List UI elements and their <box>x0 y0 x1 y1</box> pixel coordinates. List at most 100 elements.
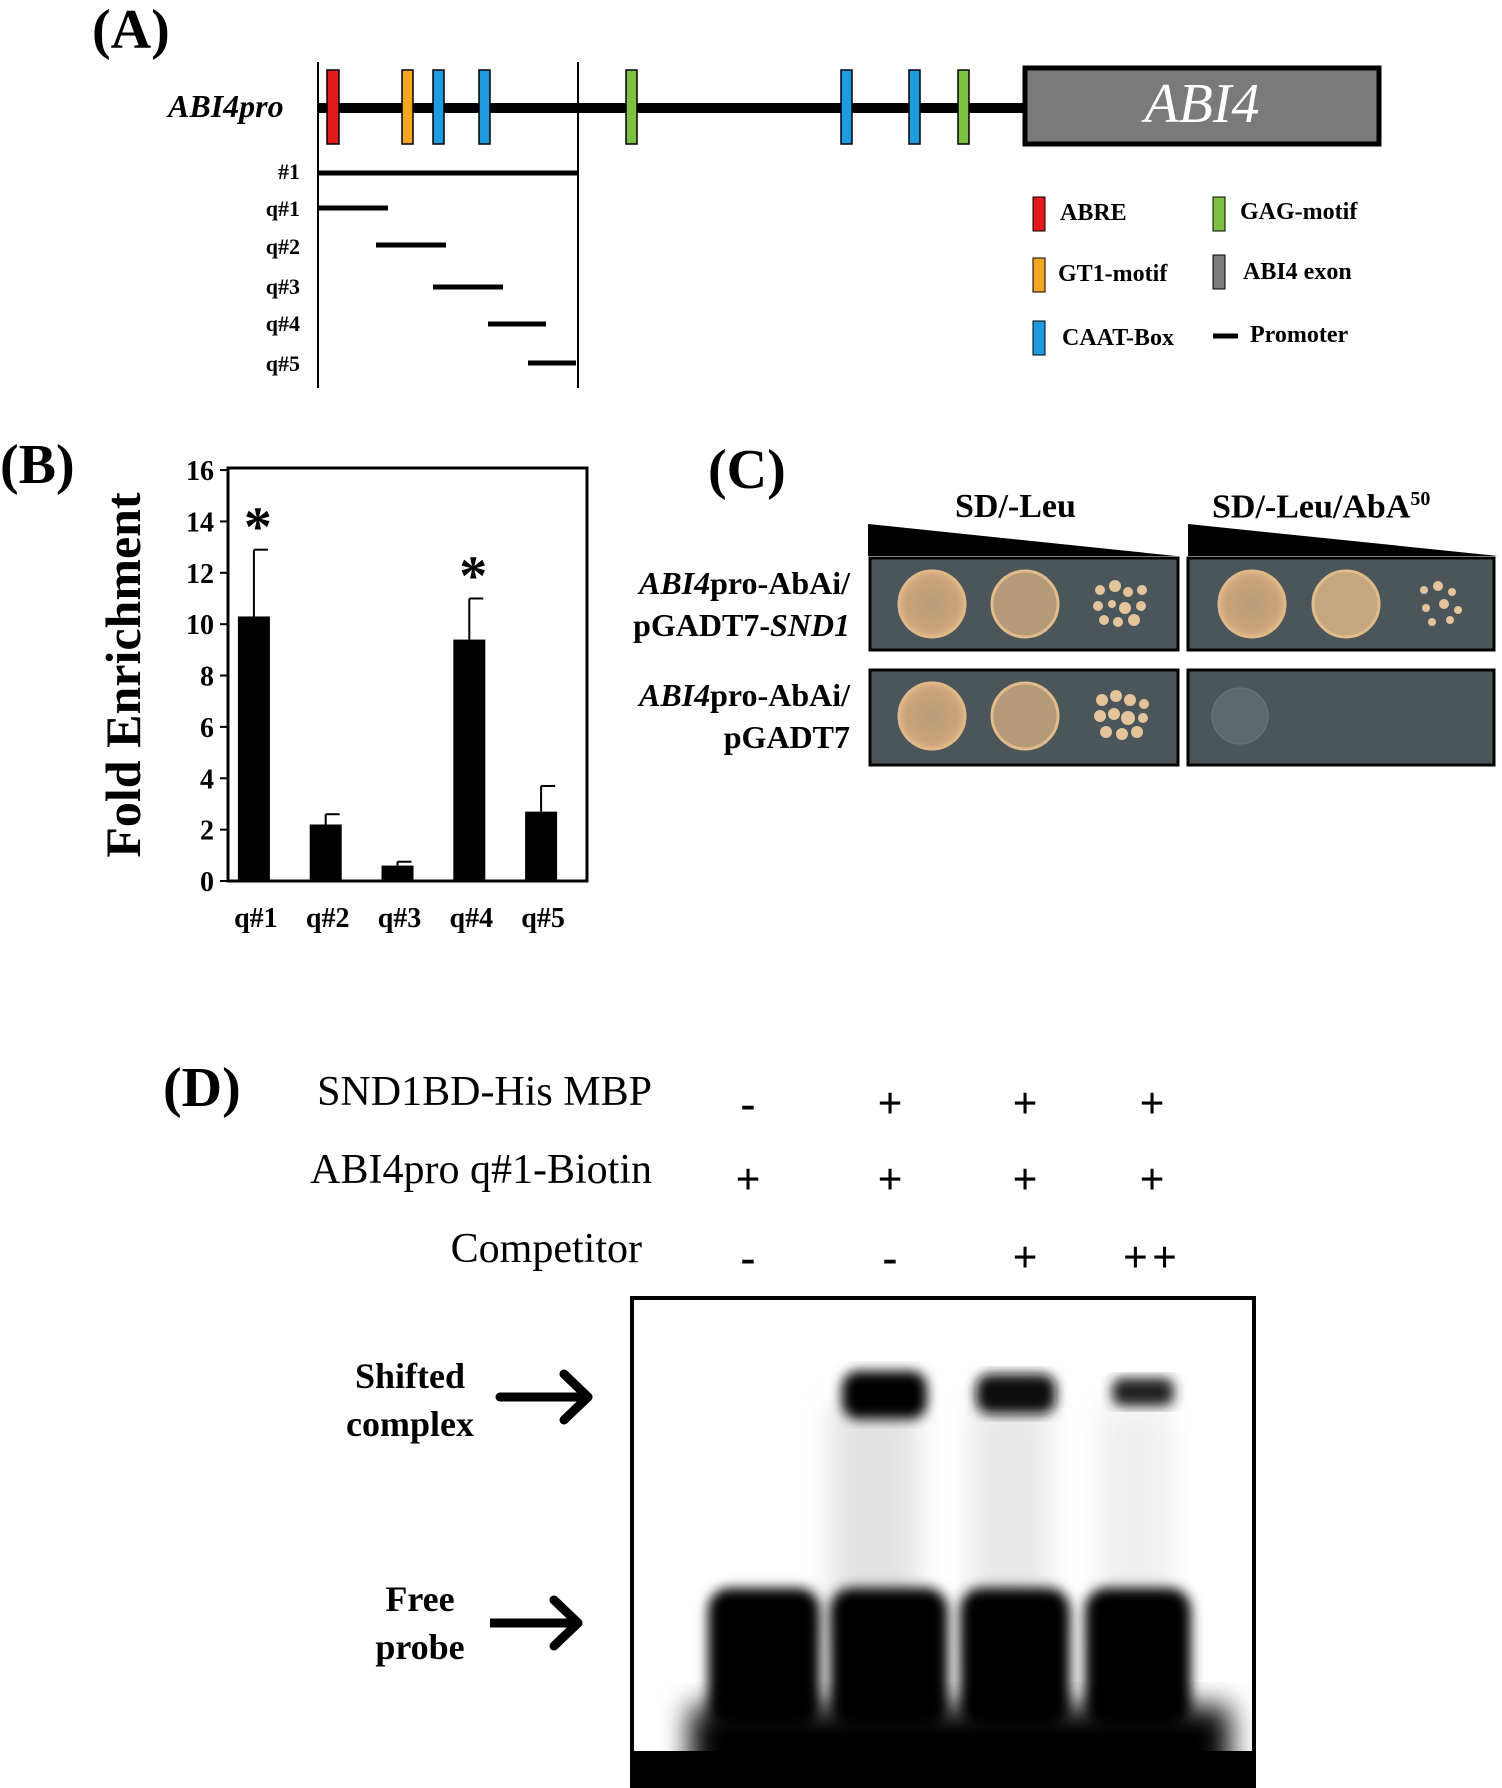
free-probe-lane3 <box>960 1588 1070 1728</box>
shifted-label-line1: Shifted <box>354 1356 466 1396</box>
y-tick-label: 4 <box>200 764 214 795</box>
row-label-snd1bd: SND1BD-His MBP <box>317 1069 652 1115</box>
legend-gt1-label: GT1-motif <box>1058 261 1168 287</box>
lane1-competitor-sign: - <box>740 1233 756 1282</box>
colony-cluster <box>1094 690 1149 740</box>
construct-row2-line1: ABI4pro-AbAi/ <box>600 677 850 714</box>
free-probe-lane1 <box>708 1588 820 1728</box>
colony-spot <box>1311 569 1381 639</box>
panel-a-diagram <box>317 62 1382 388</box>
row-label-probe: ABI4pro q#1-Biotin <box>310 1147 652 1193</box>
y-tick-label: 2 <box>200 816 214 847</box>
panel-b-label: (B) <box>0 434 75 496</box>
legend-gt1-swatch <box>1032 257 1046 293</box>
free-label-line2: probe <box>375 1627 465 1667</box>
x-tick-label: q#1 <box>234 903 278 934</box>
caat-box-3 <box>840 69 853 145</box>
y-tick-label: 14 <box>186 507 214 538</box>
significance-marker: * <box>244 497 272 559</box>
y-tick-label: 12 <box>186 559 214 590</box>
gt1-motif <box>401 69 414 145</box>
construct-row2-line2: pGADT7 <box>723 719 850 755</box>
shifted-band-lane4 <box>1112 1378 1174 1406</box>
y-tick-label: 8 <box>200 662 214 693</box>
abi4-exon-box <box>1022 65 1382 147</box>
legend-abre-swatch <box>1032 196 1046 232</box>
bar <box>309 824 342 881</box>
shifted-label-line2: complex <box>346 1404 474 1444</box>
y-tick-label: 0 <box>200 867 214 898</box>
legend-gag-swatch <box>1212 196 1226 232</box>
fragment-label-1: #1 <box>278 159 300 184</box>
construct-row1-suffix: pro-AbAi/ <box>710 565 850 601</box>
legend-caat-swatch <box>1032 320 1046 356</box>
colony-spot <box>990 681 1060 751</box>
col2-header-text: SD/-Leu/AbA <box>1212 488 1411 526</box>
legend-exon-label: ABI4 exon <box>1243 259 1352 285</box>
significance-marker: * <box>459 545 487 607</box>
lane3-snd1bd-sign: + <box>1012 1079 1038 1128</box>
colony-spot <box>897 681 967 751</box>
free-probe-lane2 <box>830 1588 948 1728</box>
col2-header: SD/-Leu/AbA50 <box>1212 488 1430 526</box>
lane4-competitor-sign: ++ <box>1122 1233 1182 1282</box>
free-probe-lane4 <box>1085 1588 1191 1728</box>
panel-a-label: (A) <box>92 0 170 61</box>
y-tick-label: 16 <box>186 456 214 487</box>
y-tick-label: 10 <box>186 610 214 641</box>
exon-label: ABI4 <box>1144 73 1260 135</box>
emsa-gel <box>630 1296 1256 1788</box>
legend-promoter-label: Promoter <box>1250 322 1349 348</box>
lane1-snd1bd-sign: - <box>740 1079 756 1128</box>
fold-enrichment-chart: 0 2 4 6 8 10 12 14 16 q#1 * q#2 q#3 q#4 * q#5 Fold Enri… <box>95 456 589 934</box>
free-label-line1: Free <box>385 1579 455 1619</box>
construct-row1-line1: ABI4pro-AbAi/ <box>600 565 850 602</box>
dilution-triangle-1 <box>868 524 1176 556</box>
legend-abre-label: ABRE <box>1060 200 1127 226</box>
dilution-triangle-2 <box>1188 524 1498 556</box>
colony-cluster <box>1093 580 1147 627</box>
caat-box-1 <box>432 69 445 145</box>
caat-box-2 <box>478 69 491 145</box>
fragment-label-q5: q#5 <box>265 351 300 376</box>
shifted-arrow <box>495 1369 593 1425</box>
yeast-plates <box>868 524 1498 767</box>
colony-spot <box>990 569 1060 639</box>
arrows <box>490 1369 593 1651</box>
x-tick-label: q#5 <box>521 903 565 934</box>
legend-exon-swatch <box>1212 254 1226 290</box>
legend-gag-label: GAG-motif <box>1240 199 1358 225</box>
fragment-label-q2: q#2 <box>265 234 300 259</box>
construct-row1-line2: pGADT7-SND1 <box>600 607 850 644</box>
gene-label: ABI4pro <box>168 88 284 124</box>
construct-row2-suffix: pro-AbAi/ <box>710 677 850 713</box>
caat-box-4 <box>908 69 921 145</box>
lane3-probe-sign: + <box>1012 1155 1038 1204</box>
col2-header-superscript: 50 <box>1410 488 1431 510</box>
fragment-label-q4: q#4 <box>265 311 300 336</box>
y-tick-label: 6 <box>200 713 214 744</box>
bar <box>453 639 486 881</box>
bar <box>381 865 414 881</box>
shifted-band-lane2 <box>842 1371 927 1419</box>
colony-spot-faint <box>1211 687 1269 745</box>
lane2-competitor-sign: - <box>882 1233 898 1282</box>
row-label-competitor: Competitor <box>450 1226 642 1272</box>
x-tick-label: q#4 <box>450 903 494 934</box>
lane3-competitor-sign: + <box>1012 1233 1038 1282</box>
construct-row1-gene: ABI4 <box>638 565 711 601</box>
legend-caat-label: CAAT-Box <box>1062 325 1175 351</box>
gag-motif-1 <box>625 69 638 145</box>
construct-row1-insert: SND1 <box>769 607 850 643</box>
fragment-label-q3: q#3 <box>265 274 300 299</box>
free-probe-arrow <box>490 1595 583 1651</box>
colony-cluster <box>1420 581 1462 626</box>
colony-spot <box>1217 569 1287 639</box>
colony-spot <box>897 569 967 639</box>
lane2-probe-sign: + <box>877 1155 903 1204</box>
x-tick-label: q#2 <box>306 903 350 934</box>
bar <box>525 811 558 881</box>
shifted-band-lane3 <box>976 1374 1056 1414</box>
lane2-snd1bd-sign: + <box>877 1079 903 1128</box>
fragment-label-q1: q#1 <box>265 196 300 221</box>
